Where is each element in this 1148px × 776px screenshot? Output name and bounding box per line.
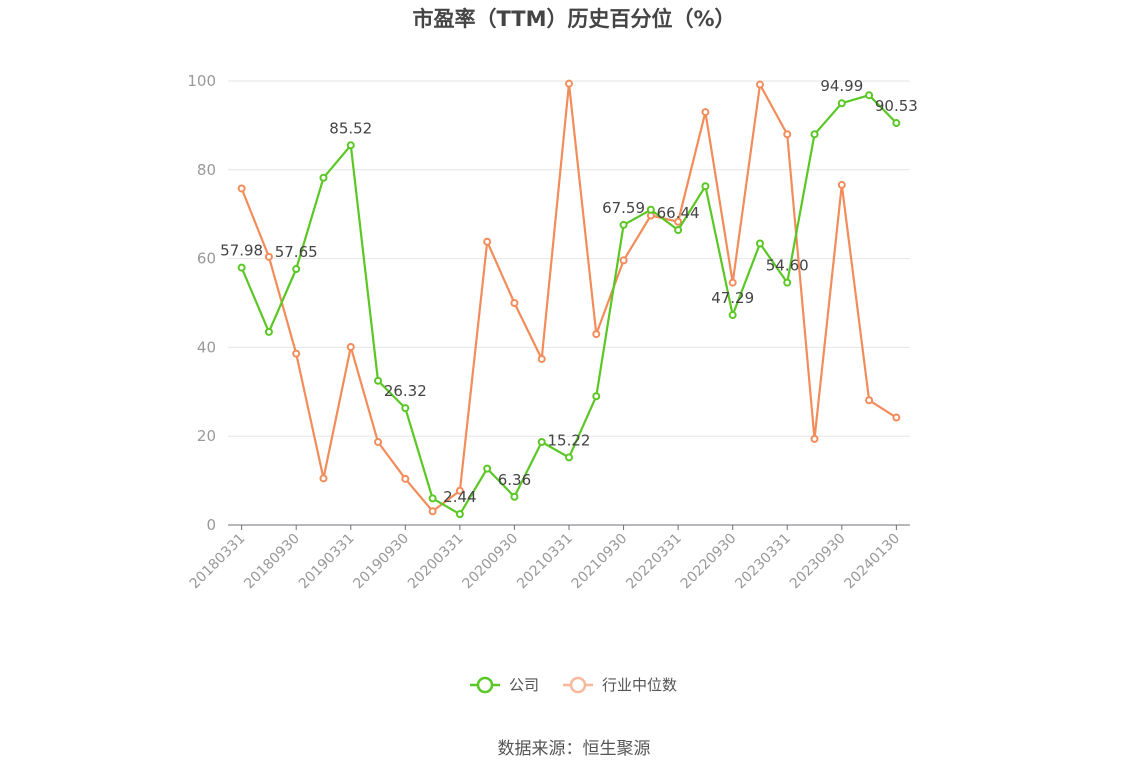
data-point <box>510 492 519 501</box>
x-tick-label: 20190930 <box>350 531 412 593</box>
data-point <box>292 349 301 358</box>
x-tick-label: 20230331 <box>732 531 794 593</box>
data-point <box>892 119 901 128</box>
data-label: 90.53 <box>875 97 918 115</box>
data-point <box>592 330 601 339</box>
data-point <box>537 354 546 363</box>
legend-label: 公司 <box>509 676 539 694</box>
data-point <box>728 311 737 320</box>
data-label: 66.44 <box>657 204 700 222</box>
data-point <box>565 453 573 462</box>
data-point <box>783 130 792 139</box>
data-point <box>264 327 273 336</box>
data-label: 57.98 <box>220 242 263 260</box>
x-tick-label: 20200331 <box>405 531 467 593</box>
data-point <box>483 237 492 246</box>
legend-item-0: 公司 <box>470 676 539 694</box>
data-point <box>455 486 464 495</box>
data-point <box>483 464 492 473</box>
data-point <box>319 173 328 182</box>
data-point <box>810 130 819 139</box>
data-label: 6.36 <box>498 471 531 489</box>
data-point <box>565 79 573 88</box>
data-point <box>292 265 301 274</box>
y-tick-label: 80 <box>197 161 216 179</box>
data-point <box>865 91 874 100</box>
data-point <box>619 256 628 265</box>
data-point <box>455 510 464 519</box>
data-label: 54.60 <box>766 257 809 275</box>
data-point <box>674 217 683 226</box>
legend: 公司 行业中位数 <box>470 676 677 694</box>
y-tick-label: 60 <box>197 250 216 268</box>
data-point <box>755 80 764 89</box>
source-note: 数据来源：恒生聚源 <box>498 739 651 759</box>
data-point <box>646 205 655 214</box>
series-layer <box>237 79 901 519</box>
series-line-0 <box>240 94 898 516</box>
data-point <box>346 141 355 150</box>
x-tick-label: 20200930 <box>460 531 522 593</box>
data-point <box>837 180 846 189</box>
y-tick-label: 0 <box>206 516 216 534</box>
x-tick-label: 20220331 <box>623 531 685 593</box>
data-point <box>237 263 246 272</box>
data-point <box>837 99 846 108</box>
data-point <box>674 226 683 235</box>
x-tick-label: 20210331 <box>514 531 576 593</box>
data-point <box>401 474 410 483</box>
data-label: 26.32 <box>384 382 427 400</box>
x-tick-label: 20210930 <box>569 531 631 593</box>
x-tick-label: 20180930 <box>241 531 303 593</box>
data-point <box>755 239 764 248</box>
data-point <box>264 252 273 261</box>
data-point <box>346 342 355 351</box>
y-tick-label: 100 <box>187 72 216 90</box>
x-tick-label: 20180331 <box>187 531 249 593</box>
data-point <box>783 278 792 287</box>
data-label: 57.65 <box>275 243 318 261</box>
data-point <box>428 507 437 516</box>
x-axis: 2018033120180930201903312019093020200331… <box>187 524 910 593</box>
data-point <box>401 404 410 413</box>
data-point <box>892 413 901 422</box>
chart-title: 市盈率（TTM）历史百分位（%） <box>412 7 735 31</box>
y-axis: 0 20 40 60 80 100 <box>187 72 216 534</box>
x-tick-label: 20230930 <box>787 531 849 593</box>
legend-marker <box>569 676 587 694</box>
data-label: 67.59 <box>602 199 645 217</box>
x-tick-label: 20220930 <box>678 531 740 593</box>
legend-marker <box>476 676 494 694</box>
data-point <box>810 434 819 443</box>
x-tick-label: 20240130 <box>841 531 903 593</box>
y-tick-label: 20 <box>197 427 216 445</box>
data-point <box>728 278 737 287</box>
data-point <box>865 396 874 405</box>
data-label: 85.52 <box>329 119 372 137</box>
data-point <box>701 182 710 191</box>
data-point <box>701 108 710 117</box>
data-point <box>319 474 328 483</box>
data-point <box>374 376 383 385</box>
y-tick-label: 40 <box>197 338 216 356</box>
legend-item-1: 行业中位数 <box>563 676 677 694</box>
data-point <box>619 220 628 229</box>
data-label: 94.99 <box>820 77 863 95</box>
data-point <box>237 184 246 193</box>
data-point <box>537 437 546 446</box>
legend-label: 行业中位数 <box>602 676 677 694</box>
data-label: 15.22 <box>548 431 591 449</box>
data-point <box>428 494 437 503</box>
data-point <box>510 299 519 307</box>
data-point <box>592 392 601 401</box>
data-labels: 57.98 57.65 85.52 26.32 2.44 6.36 15.22 67.59 66… <box>220 77 918 506</box>
data-point <box>374 437 383 446</box>
x-tick-label: 20190331 <box>296 531 358 593</box>
data-label: 2.44 <box>443 488 476 506</box>
data-label: 47.29 <box>711 289 754 307</box>
